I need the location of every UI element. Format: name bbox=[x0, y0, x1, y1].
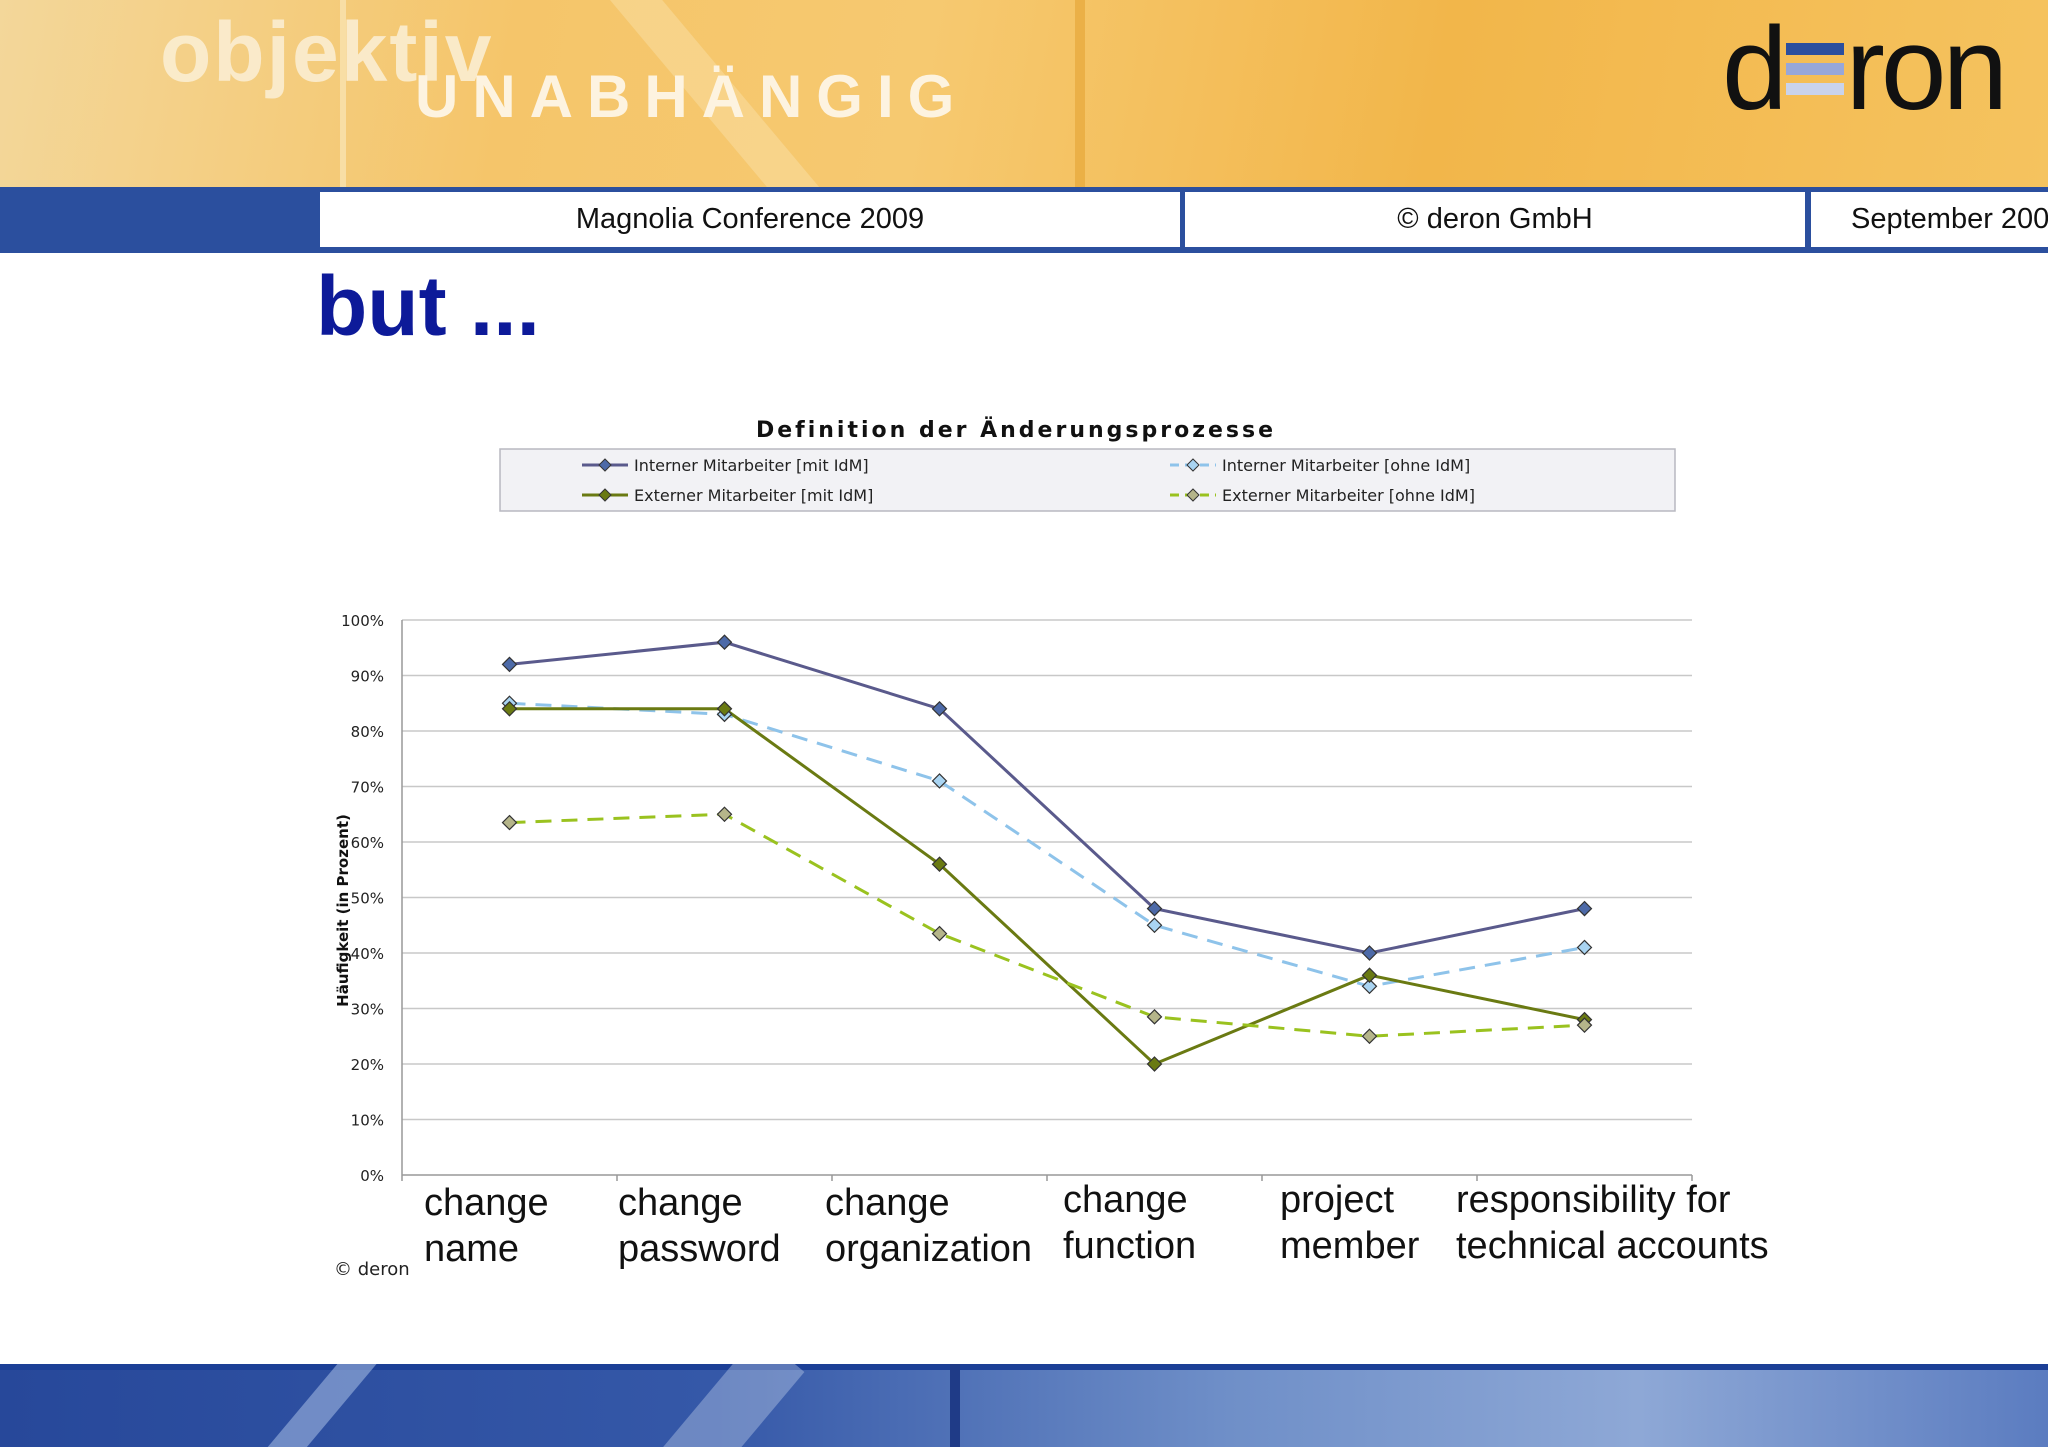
legend-box bbox=[499, 448, 1676, 512]
y-tick-label: 80% bbox=[351, 723, 384, 741]
footer-banner bbox=[0, 1364, 2048, 1447]
y-tick-label: 70% bbox=[351, 779, 384, 797]
x-category-label: project member bbox=[1280, 1177, 1419, 1269]
logo-letter-d: d bbox=[1722, 3, 1788, 135]
x-category-line: change bbox=[1063, 1179, 1188, 1221]
y-tick-label: 40% bbox=[351, 945, 384, 963]
x-category-line: change bbox=[825, 1182, 950, 1224]
y-tick-label: 90% bbox=[351, 668, 384, 686]
series-line bbox=[509, 640, 1585, 955]
footer-decoration bbox=[0, 1364, 2048, 1370]
data-point bbox=[931, 925, 948, 942]
x-category-label: change name bbox=[424, 1180, 549, 1272]
line-chart: Definition der Änderungsprozesse Interner… bbox=[334, 417, 1693, 1185]
date-label: September 200 bbox=[1811, 192, 2048, 247]
data-point bbox=[501, 700, 518, 717]
series-line bbox=[509, 812, 1585, 1038]
data-point bbox=[1146, 917, 1163, 934]
data-point bbox=[1576, 939, 1593, 956]
data-point bbox=[1146, 1056, 1163, 1072]
data-point bbox=[501, 656, 518, 673]
x-category-label: responsibility for technical accounts bbox=[1456, 1177, 1769, 1269]
footer-decoration bbox=[252, 1364, 378, 1447]
data-point bbox=[1361, 1028, 1378, 1045]
y-tick-label: 20% bbox=[351, 1056, 384, 1074]
x-category-line: technical accounts bbox=[1456, 1225, 1769, 1267]
deron-logo: d ron bbox=[1722, 3, 2008, 135]
x-category-label: change function bbox=[1063, 1177, 1196, 1269]
x-category-line: project bbox=[1280, 1179, 1395, 1221]
copyright-label: © deron GmbH bbox=[1185, 192, 1805, 247]
series-line bbox=[509, 701, 1585, 988]
logo-bar bbox=[1785, 83, 1844, 95]
legend-marker-icon bbox=[598, 458, 612, 472]
series-line bbox=[509, 707, 1585, 1066]
x-category-line: function bbox=[1063, 1225, 1197, 1267]
legend-label: Interner Mitarbeiter [mit IdM] bbox=[634, 456, 869, 475]
logo-bar bbox=[1785, 43, 1844, 55]
y-tick-label: 100% bbox=[341, 612, 384, 630]
banner-decoration bbox=[340, 0, 346, 187]
banner-decoration bbox=[1075, 0, 1085, 187]
y-tick-label: 0% bbox=[360, 1167, 384, 1185]
data-point bbox=[1146, 900, 1163, 917]
data-point bbox=[1361, 945, 1378, 961]
header-banner: objektiv UNABHÄNGIG d ron bbox=[0, 0, 2048, 187]
x-category-line: password bbox=[618, 1228, 781, 1270]
x-category-line: change bbox=[618, 1182, 743, 1224]
x-category-line: change bbox=[424, 1182, 549, 1224]
logo-bars-icon bbox=[1785, 14, 1844, 124]
logo-bar bbox=[1785, 63, 1844, 75]
data-point bbox=[1361, 967, 1378, 984]
slide-title: but ... bbox=[316, 259, 540, 353]
data-point bbox=[931, 856, 948, 873]
legend-label: Externer Mitarbeiter [mit IdM] bbox=[634, 486, 873, 505]
data-point bbox=[716, 700, 733, 717]
legend-marker-icon bbox=[1186, 458, 1200, 472]
data-point bbox=[1146, 1008, 1163, 1025]
tagline-unabhaengig: UNABHÄNGIG bbox=[415, 63, 969, 130]
y-tick-label: 30% bbox=[351, 1001, 384, 1019]
chart-source-note: © deron bbox=[334, 1259, 410, 1280]
data-point bbox=[931, 773, 948, 789]
footer-decoration bbox=[950, 1364, 960, 1447]
data-point bbox=[501, 814, 518, 831]
logo-letters-ron: ron bbox=[1845, 3, 2009, 135]
legend-label: Externer Mitarbeiter [ohne IdM] bbox=[1222, 486, 1475, 505]
footer-decoration bbox=[655, 1364, 805, 1447]
data-point bbox=[1576, 1017, 1593, 1033]
x-category-line: organization bbox=[825, 1228, 1033, 1270]
conference-label: Magnolia Conference 2009 bbox=[320, 192, 1180, 247]
data-point bbox=[1576, 900, 1593, 917]
y-tick-label: 10% bbox=[351, 1112, 384, 1130]
y-tick-label: 60% bbox=[351, 834, 384, 852]
x-category-line: responsibility for bbox=[1456, 1179, 1731, 1221]
x-category-line: name bbox=[424, 1228, 520, 1270]
legend-marker-icon bbox=[1186, 488, 1200, 502]
y-tick-label: 50% bbox=[351, 890, 384, 908]
data-point bbox=[931, 700, 948, 717]
x-category-line: member bbox=[1280, 1225, 1420, 1267]
x-category-label: change organization bbox=[825, 1180, 1032, 1272]
data-point bbox=[716, 806, 733, 823]
legend-label: Interner Mitarbeiter [ohne IdM] bbox=[1222, 456, 1470, 475]
data-point bbox=[1361, 978, 1378, 995]
y-axis-label: Häufigkeit (in Prozent) bbox=[334, 814, 352, 1007]
chart-title: Definition der Änderungsprozesse bbox=[756, 417, 1276, 443]
x-category-label: change password bbox=[618, 1180, 781, 1272]
data-point bbox=[716, 634, 733, 651]
legend-marker-icon bbox=[598, 488, 612, 502]
tagline-objektiv: objektiv bbox=[160, 5, 494, 99]
